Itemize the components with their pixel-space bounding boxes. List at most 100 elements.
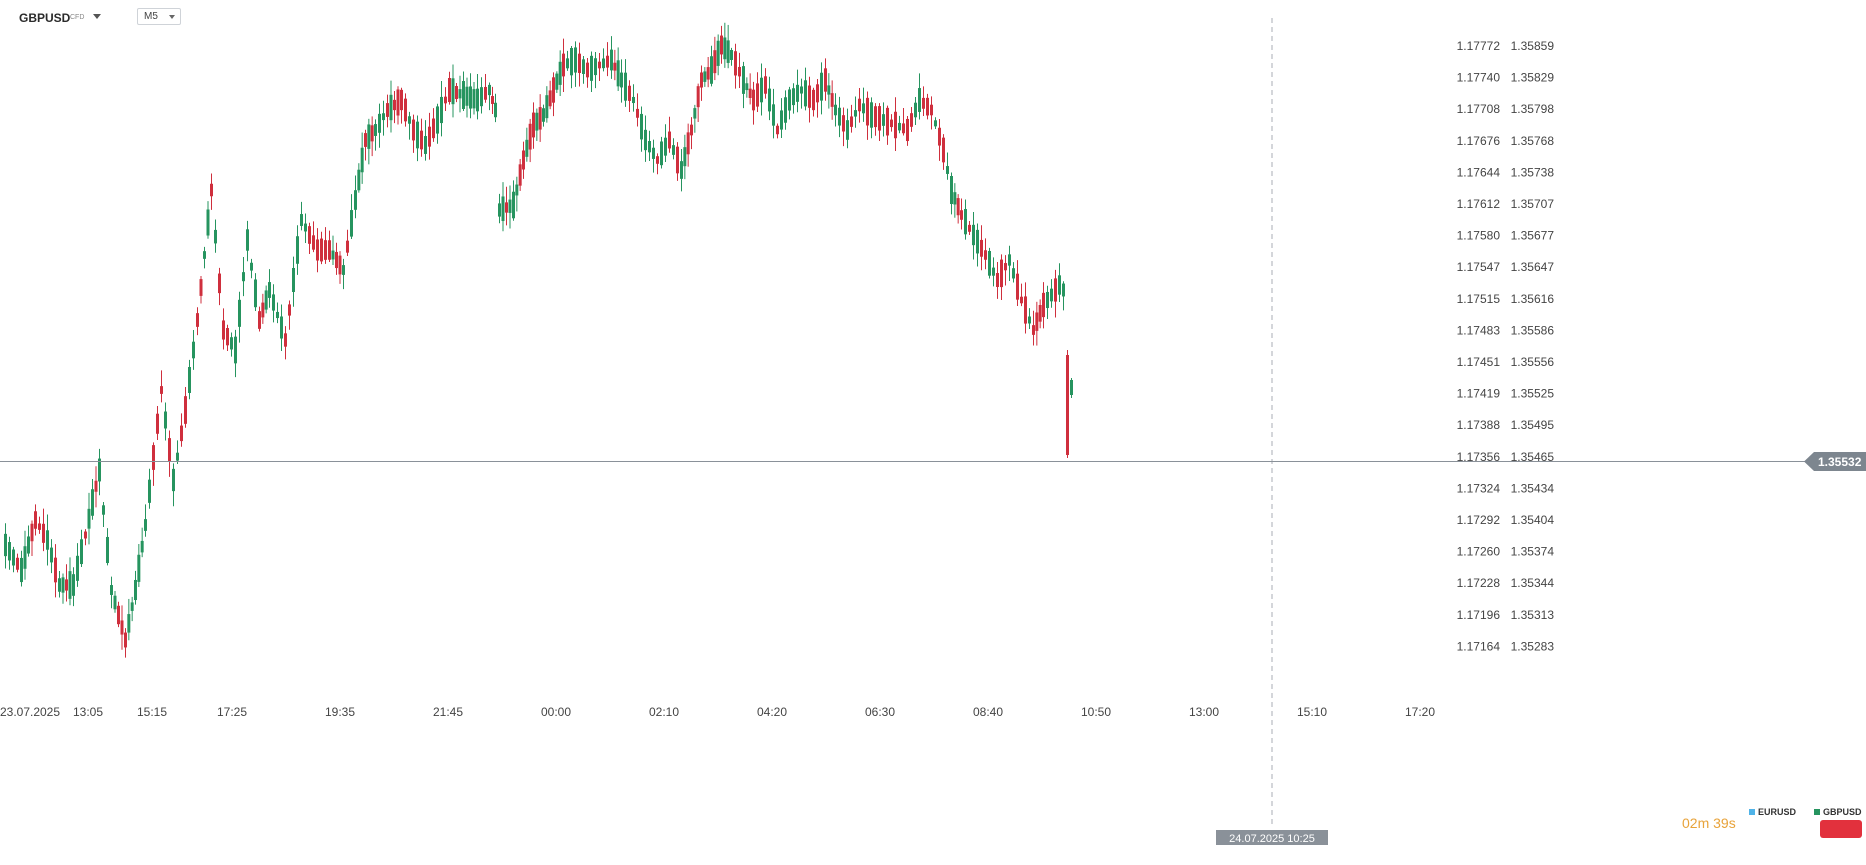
candle-body xyxy=(130,602,134,611)
y-right-tick-label: 1.35768 xyxy=(1511,134,1555,148)
candle-body xyxy=(535,112,539,131)
crosshair-time-label: 24.07.2025 10:25 xyxy=(1229,833,1315,845)
symbol-type-label: CFD xyxy=(70,14,85,21)
candle-body xyxy=(1024,296,1027,324)
y-left-tick-label: 1.17356 xyxy=(1457,450,1501,464)
candle-body xyxy=(320,238,323,262)
candle-body xyxy=(555,73,559,90)
candle-body xyxy=(566,58,569,69)
y-left-tick-label: 1.17324 xyxy=(1457,481,1501,495)
candle-body xyxy=(346,240,349,253)
y-right-tick-label: 1.35525 xyxy=(1511,387,1555,401)
candle-body xyxy=(440,96,443,124)
y-right-tick-label: 1.35586 xyxy=(1511,323,1555,337)
candle-body xyxy=(424,136,427,154)
candle-body xyxy=(1004,263,1007,271)
candle-body xyxy=(137,554,141,582)
x-tick-label: 08:40 xyxy=(973,705,1003,719)
candle-body xyxy=(46,530,49,550)
y-left-tick-label: 1.17292 xyxy=(1457,513,1501,527)
candle-body xyxy=(288,304,291,316)
candle-body xyxy=(886,107,889,136)
candle-body xyxy=(164,411,167,429)
candle-body xyxy=(930,104,933,116)
candle-body xyxy=(648,141,651,153)
candle-body xyxy=(172,468,175,492)
y-right-tick-label: 1.35434 xyxy=(1511,481,1555,495)
candle-body xyxy=(686,132,690,155)
candle-body xyxy=(1058,275,1061,295)
candle-countdown: 02m 39s xyxy=(1682,815,1736,831)
candle-body xyxy=(94,480,98,492)
candle-body xyxy=(613,62,617,71)
candle-body xyxy=(620,72,623,88)
symbol-dropdown-caret-icon[interactable] xyxy=(93,14,101,19)
candle-body xyxy=(272,294,275,311)
candle-body xyxy=(12,549,15,566)
candle-body xyxy=(804,80,807,107)
y-axis-left: 1.17772 1.17740 1.17708 1.17676 1.17644 1.176… xyxy=(1457,39,1501,653)
legend-gbpusd[interactable]: GBPUSD xyxy=(1814,807,1862,817)
candle-body xyxy=(465,86,469,106)
y-right-tick-label: 1.35616 xyxy=(1511,292,1555,306)
candle-body xyxy=(284,333,287,347)
timeframe-select[interactable]: M5 xyxy=(137,8,181,25)
candle-body xyxy=(432,118,435,139)
candle-body xyxy=(242,272,245,282)
symbol-name[interactable]: GBPUSD xyxy=(19,11,71,25)
countdown-minutes-unit: m xyxy=(1697,815,1710,831)
candle-body xyxy=(846,120,849,140)
candle-body xyxy=(296,236,299,264)
sell-button[interactable] xyxy=(1820,820,1862,838)
candle-body xyxy=(780,110,783,130)
candle-body xyxy=(672,145,675,155)
candle-body xyxy=(703,71,707,82)
y-left-tick-label: 1.17419 xyxy=(1457,387,1501,401)
candle-body xyxy=(938,127,941,146)
candle-body xyxy=(258,311,261,329)
candle-body xyxy=(338,255,342,275)
candle-body xyxy=(996,273,999,287)
candle-body xyxy=(988,250,991,276)
candle-body xyxy=(816,84,819,103)
candle-body xyxy=(280,316,283,339)
candle-body xyxy=(992,267,995,276)
legend-eurusd-label: EURUSD xyxy=(1758,807,1797,817)
candle-body xyxy=(160,386,163,394)
candle-body xyxy=(148,479,151,503)
y-left-tick-label: 1.17483 xyxy=(1457,323,1501,337)
legend-eurusd[interactable]: EURUSD xyxy=(1749,807,1796,817)
candle-body xyxy=(748,88,752,98)
candle-body xyxy=(768,88,771,112)
candle-body xyxy=(693,108,697,119)
current-price-label: 1.35532 xyxy=(1818,455,1862,469)
countdown-minutes: 02 xyxy=(1682,815,1698,831)
crosshair-time-tag: 24.07.2025 10:25 xyxy=(1216,830,1328,845)
candle-body xyxy=(68,571,72,599)
candle-body xyxy=(1032,325,1035,335)
candle-body xyxy=(830,93,834,107)
gbpusd-swatch xyxy=(1814,808,1820,815)
candle-body xyxy=(808,85,811,108)
x-tick-label: 21:45 xyxy=(433,705,463,719)
candle-body xyxy=(700,72,703,88)
candle-body xyxy=(898,122,901,131)
candle-body xyxy=(706,67,710,80)
y-left-tick-label: 1.17515 xyxy=(1457,292,1501,306)
y-left-tick-label: 1.17740 xyxy=(1457,71,1501,85)
candle-body xyxy=(942,137,945,163)
x-tick-label: 13:05 xyxy=(73,705,103,719)
candle-body xyxy=(308,226,311,244)
current-price-tag: 1.35532 xyxy=(1804,452,1866,471)
y-left-tick-label: 1.17644 xyxy=(1457,165,1501,179)
candle-body xyxy=(292,267,295,293)
candle-body xyxy=(268,282,271,298)
candle-body xyxy=(491,96,494,104)
candle-body xyxy=(192,341,195,359)
x-tick-label: 13:00 xyxy=(1189,705,1219,719)
candle-body xyxy=(102,505,105,515)
candle-body xyxy=(710,56,713,84)
candle-body xyxy=(1050,288,1053,302)
candle-body xyxy=(723,37,727,60)
